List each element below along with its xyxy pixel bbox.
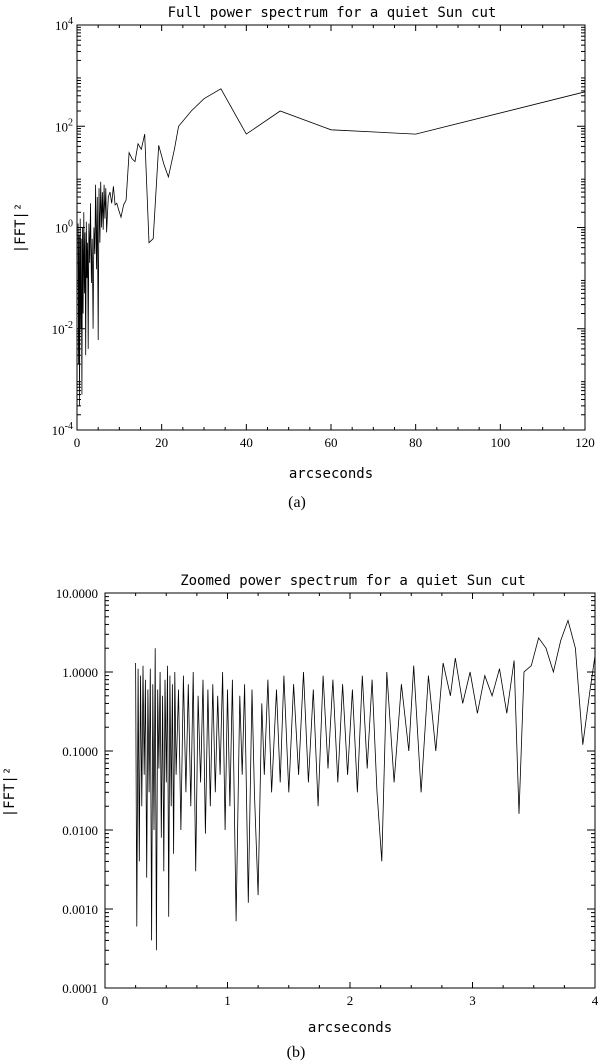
y-tick-label: 10.0000 (56, 586, 98, 601)
x-tick-label: 2 (347, 993, 354, 1008)
y-tick-label: 0.1000 (62, 744, 98, 759)
chart-a-caption: (a) (288, 494, 306, 511)
y-tick-label: 0.0100 (62, 823, 98, 838)
y-tick-label: 0.0001 (62, 981, 98, 996)
y-tick-label: 104 (55, 16, 73, 33)
chart-b-ylabel: |FFT|² (2, 767, 18, 818)
x-tick-label: 20 (155, 435, 168, 450)
chart-b-y-ticks: 0.0001 0.0010 0.0100 0.1000 1.0000 10.0000 (56, 586, 595, 996)
chart-b-xlabel: arcseconds (308, 1020, 392, 1036)
y-tick-label: 10-4 (52, 421, 73, 438)
chart-b-x-ticks: 0 1 2 3 4 (102, 593, 599, 1008)
x-tick-label: 3 (469, 993, 476, 1008)
chart-a-y-ticks: 10-4 10-2 100 102 104 (52, 16, 585, 438)
chart-a-ylabel: |FFT|² (13, 203, 29, 254)
chart-a-title: Full power spectrum for a quiet Sun cut (168, 5, 497, 21)
x-tick-label: 100 (491, 435, 511, 450)
x-tick-label: 1 (224, 993, 231, 1008)
chart-a-series-line (77, 88, 586, 406)
y-tick-label: 102 (55, 117, 73, 134)
y-tick-label: 100 (55, 219, 73, 236)
chart-b-plot-frame (104, 592, 596, 989)
x-tick-label: 0 (74, 435, 81, 450)
chart-b-series-line (135, 619, 596, 951)
x-tick-label: 4 (592, 993, 599, 1008)
x-tick-label: 0 (102, 993, 109, 1008)
y-tick-label: 1.0000 (62, 665, 98, 680)
chart-a-x-ticks: 0 20 40 60 80 100 120 (74, 25, 595, 450)
y-tick-label: 0.0010 (62, 902, 98, 917)
chart-a: Full power spectrum for a quiet Sun cut … (13, 5, 595, 511)
x-tick-label: 60 (325, 435, 338, 450)
chart-a-plot-frame (76, 24, 586, 431)
chart-a-xlabel: arcseconds (289, 466, 373, 482)
y-tick-label: 10-2 (52, 320, 73, 337)
chart-b-caption: (b) (287, 1044, 306, 1061)
x-tick-label: 40 (240, 435, 253, 450)
chart-b-title: Zoomed power spectrum for a quiet Sun cu… (180, 573, 526, 589)
x-tick-label: 120 (575, 435, 595, 450)
chart-b: Zoomed power spectrum for a quiet Sun cu… (2, 573, 599, 1061)
x-tick-label: 80 (409, 435, 422, 450)
